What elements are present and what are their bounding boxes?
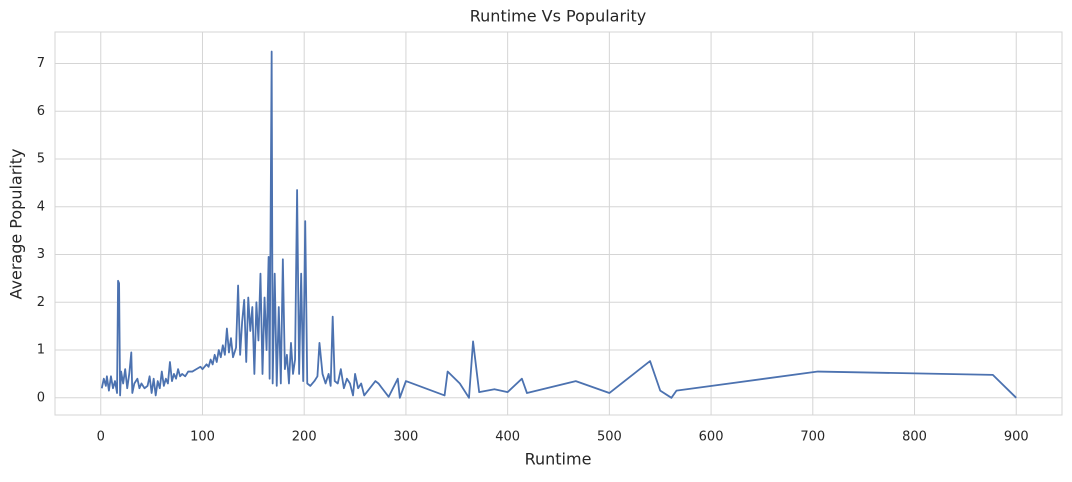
chart-title: Runtime Vs Popularity xyxy=(470,7,646,26)
y-tick-label: 4 xyxy=(37,199,45,214)
y-axis-label: Average Popularity xyxy=(7,149,26,300)
x-axis-label: Runtime xyxy=(525,450,592,469)
y-tick-label: 0 xyxy=(37,390,45,405)
x-tick-label: 100 xyxy=(190,430,215,445)
x-tick-label: 0 xyxy=(97,430,105,445)
y-tick-label: 3 xyxy=(37,247,45,262)
x-tick-label: 400 xyxy=(495,430,520,445)
y-tick-label: 5 xyxy=(37,152,45,167)
y-tick-label: 7 xyxy=(37,56,45,71)
x-tick-label: 800 xyxy=(902,430,927,445)
x-tick-label: 600 xyxy=(699,430,724,445)
x-tick-label: 200 xyxy=(292,430,317,445)
x-tick-label: 900 xyxy=(1004,430,1029,445)
x-tick-label: 500 xyxy=(597,430,622,445)
data-line xyxy=(100,50,1017,399)
x-tick-label: 700 xyxy=(800,430,825,445)
y-tick-label: 6 xyxy=(37,104,45,119)
x-tick-label: 300 xyxy=(394,430,419,445)
y-tick-label: 2 xyxy=(37,295,45,310)
y-tick-label: 1 xyxy=(37,343,45,358)
plot-frame xyxy=(54,31,1063,416)
